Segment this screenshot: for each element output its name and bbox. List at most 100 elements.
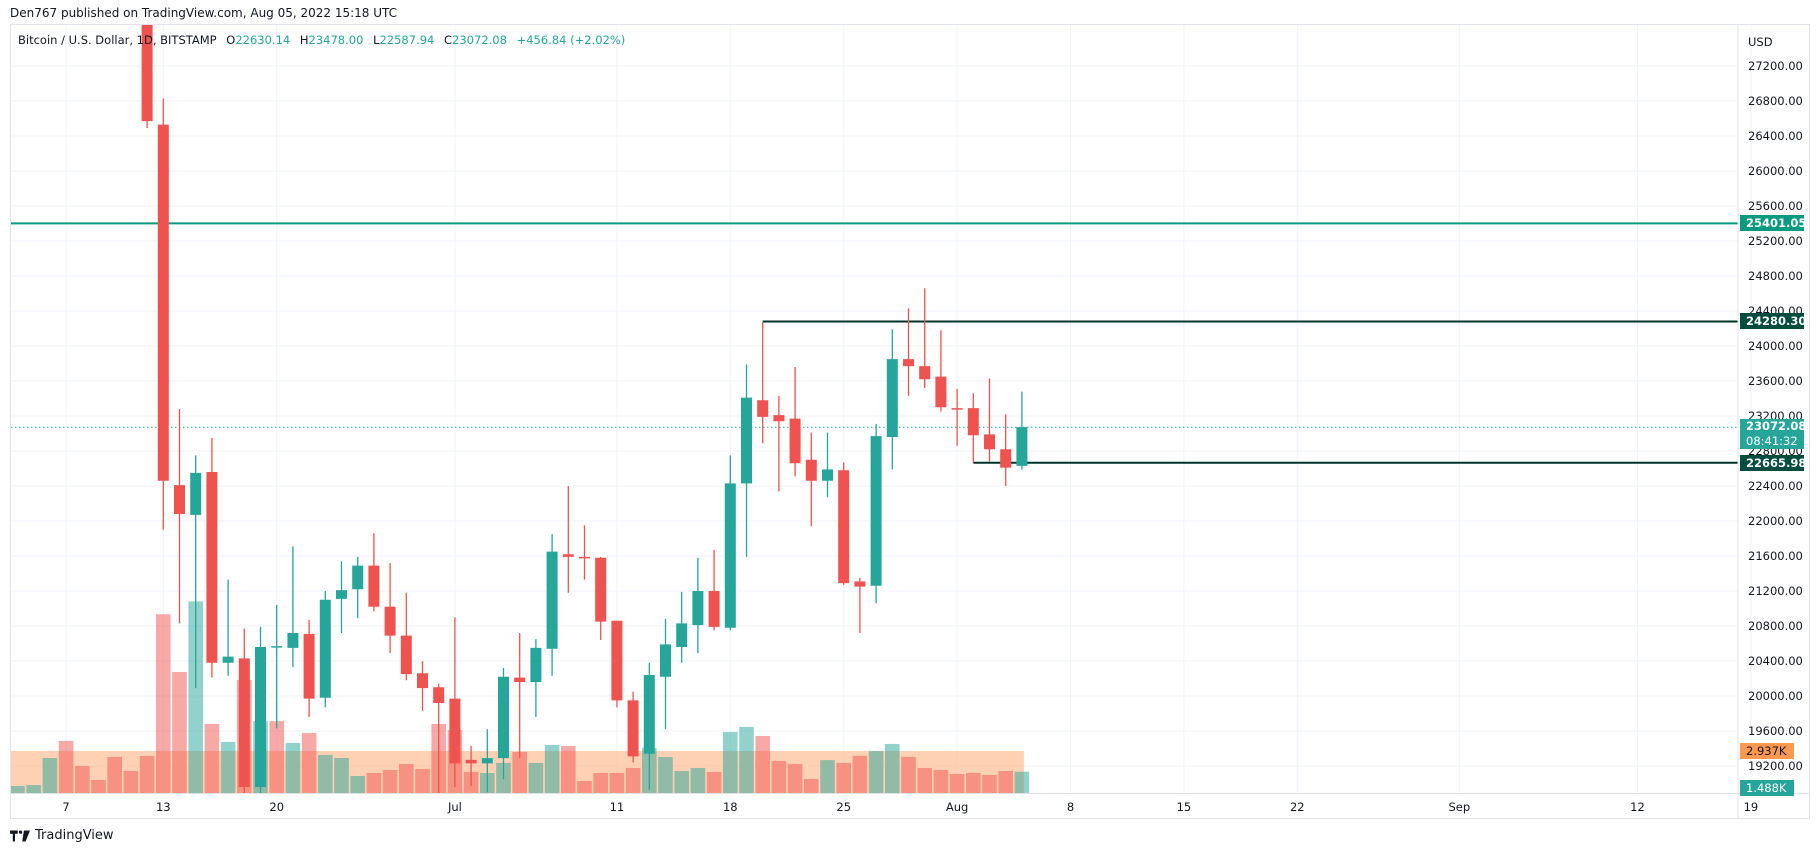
candle-body [967, 408, 979, 436]
candle-body [886, 359, 898, 437]
volume-bar [998, 770, 1013, 793]
volume-bar [512, 751, 527, 793]
volume-bar [593, 772, 608, 793]
candle-body [627, 700, 639, 757]
volume-bar [42, 757, 58, 793]
volume-bar [26, 784, 41, 793]
volume-bar [156, 614, 171, 793]
volume-bar [949, 773, 965, 793]
volume-bar [350, 775, 365, 793]
footer: TradingView [10, 828, 114, 843]
volume-bar [139, 755, 155, 793]
price-tick-label: 20800.00 [1748, 619, 1803, 633]
time-tick-label: Aug [946, 800, 968, 814]
candle-body [757, 400, 769, 417]
resistance-label: 24280.30 [1740, 313, 1806, 330]
open-value: 22630.14 [235, 33, 291, 47]
volume-bar [836, 762, 851, 793]
time-tick-label: Sep [1448, 800, 1470, 814]
candle-body [935, 376, 947, 408]
volume-bar [577, 780, 592, 793]
volume-bar [982, 774, 997, 793]
close-value: 23072.08 [452, 33, 507, 47]
volume-bar [188, 601, 203, 793]
candle-body [838, 470, 850, 584]
chart-frame [10, 24, 1810, 819]
symbol-legend: Bitcoin / U.S. Dollar, 1D, BITSTAMP O226… [18, 33, 625, 47]
price-tick-label: 26400.00 [1748, 129, 1803, 143]
volume-bar [399, 763, 414, 793]
candle-body [336, 590, 347, 599]
candle-body [141, 25, 153, 122]
volume-bar [123, 770, 139, 793]
volume-bar [58, 740, 74, 793]
candle-body [643, 675, 655, 754]
volume-bar [868, 750, 884, 793]
volume-label: 1.488K [1740, 779, 1794, 796]
volume-bar [690, 767, 706, 793]
volume-bar [334, 757, 349, 793]
candle-body [741, 397, 752, 484]
plot-area [11, 25, 1738, 793]
volume-bar [966, 772, 981, 793]
candle-body [903, 359, 914, 367]
price-tick-label: 19600.00 [1748, 724, 1803, 738]
time-tick-label: 18 [723, 800, 738, 814]
volume-bar [755, 735, 770, 793]
time-tick-label: 15 [1177, 800, 1192, 814]
candle-body [611, 620, 623, 701]
candle-body [303, 633, 315, 699]
candle-body [400, 635, 412, 675]
candle-body [1000, 449, 1012, 468]
candle-body [174, 485, 185, 514]
volume-bar [366, 772, 382, 793]
volume-bar [917, 767, 932, 793]
time-tick-label: 12 [1630, 800, 1645, 814]
volume-bar [739, 726, 754, 793]
price-tick-label: 22400.00 [1748, 479, 1803, 493]
volume-bar [382, 769, 398, 793]
low-label: L [373, 33, 380, 47]
time-tick-label: 25 [836, 800, 851, 814]
candle-body [1016, 427, 1028, 466]
last-price-label: 23072.08 08:41:32 [1740, 419, 1806, 450]
candle-body [222, 656, 234, 663]
price-tick-label: 20000.00 [1748, 689, 1803, 703]
volume-bar [172, 672, 187, 793]
candle-body [287, 633, 299, 648]
price-tick-label: 19200.00 [1748, 759, 1803, 773]
volume-bar [658, 756, 673, 793]
price-tick-label: 21200.00 [1748, 584, 1803, 598]
published-caption: Den767 published on TradingView.com, Aug… [10, 6, 398, 20]
candle-body [238, 658, 250, 787]
symbol-title: Bitcoin / U.S. Dollar, 1D, BITSTAMP [18, 33, 217, 47]
high-label: H [299, 33, 309, 47]
price-tick-label: 25200.00 [1748, 234, 1803, 248]
volume-bar [318, 754, 333, 793]
candle-body [595, 557, 607, 622]
volume-bar [901, 756, 916, 793]
footer-brand[interactable]: TradingView [35, 828, 114, 843]
volume-bar [1014, 771, 1030, 793]
volume-bar [852, 755, 868, 793]
price-tick-label: 26000.00 [1748, 164, 1803, 178]
volume-bar [706, 771, 722, 793]
candle-body [951, 408, 963, 410]
candle-body [854, 581, 866, 587]
time-tick-label: 20 [269, 800, 284, 814]
volume-bar [820, 760, 835, 793]
candle-body [773, 415, 785, 422]
volume-bar [625, 767, 641, 793]
time-tick-label: 11 [610, 800, 625, 814]
candle-body [708, 591, 720, 627]
support-label: 22665.98 [1740, 454, 1806, 471]
high-value: 23478.00 [308, 33, 364, 47]
currency-label: USD [1748, 35, 1773, 49]
volume-ma-label: 2.937K [1740, 743, 1794, 759]
candle-body [789, 418, 801, 464]
volume-bar [301, 732, 317, 793]
volume-bar [933, 769, 949, 793]
candle-body [546, 551, 558, 649]
candle-body [319, 599, 331, 698]
